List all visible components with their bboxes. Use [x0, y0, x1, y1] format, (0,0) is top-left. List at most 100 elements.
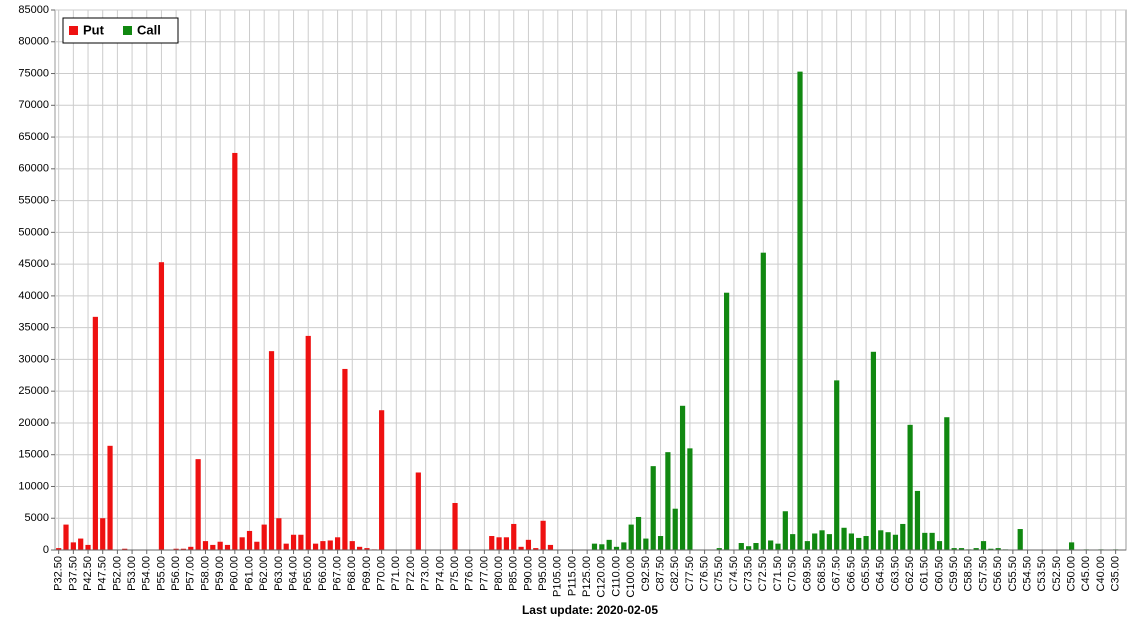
- x-tick-label: C72.50: [757, 556, 769, 591]
- x-tick-label: P64.00: [287, 556, 299, 591]
- bar: [342, 368, 348, 550]
- plot-area: [54, 9, 1127, 551]
- x-tick-label: P73.00: [420, 556, 432, 591]
- x-tick-label: C100.00: [625, 556, 637, 598]
- x-tick-label: C74.50: [728, 556, 740, 591]
- x-tick-label: P67.00: [331, 556, 343, 591]
- x-tick-label: P85.00: [508, 556, 520, 591]
- x-tick-label: P69.00: [361, 556, 373, 591]
- bar: [70, 542, 76, 550]
- y-tick-label: 25000: [18, 385, 49, 397]
- bar: [936, 541, 943, 550]
- x-tick-label: P32.50: [53, 556, 65, 591]
- x-tick-label: C77.50: [684, 556, 696, 591]
- bar: [724, 292, 730, 550]
- x-tick-label: C57.50: [977, 556, 989, 591]
- bar: [92, 316, 98, 550]
- x-tick-label: C66.50: [845, 556, 857, 591]
- x-tick-label: C71.50: [772, 556, 784, 591]
- bar: [922, 532, 928, 550]
- bar: [746, 546, 752, 550]
- x-tick-label: P125.00: [581, 556, 593, 597]
- legend-swatch: [123, 26, 132, 35]
- bar: [305, 335, 311, 550]
- x-tick-label: C92.50: [640, 556, 652, 591]
- bar: [100, 518, 106, 550]
- bar: [914, 490, 921, 550]
- bar: [657, 536, 664, 550]
- x-tick-label: P68.00: [346, 556, 358, 591]
- bar: [1017, 529, 1023, 550]
- x-tick-label: C67.50: [831, 556, 843, 591]
- bar: [290, 534, 297, 550]
- x-tick-label: P77.00: [478, 556, 490, 591]
- bar: [173, 548, 179, 550]
- bar: [980, 541, 987, 550]
- bar: [856, 537, 862, 550]
- bar: [797, 71, 803, 550]
- bar: [958, 548, 965, 550]
- x-tick-label: P52.00: [111, 556, 123, 591]
- bar: [503, 537, 510, 550]
- bar: [826, 534, 832, 550]
- x-tick-label: C70.50: [787, 556, 799, 591]
- bar: [415, 472, 421, 550]
- bar: [298, 534, 304, 550]
- bar: [863, 536, 869, 550]
- x-tick-label: P59.00: [214, 556, 226, 591]
- bar: [599, 544, 605, 550]
- legend-swatch: [69, 26, 78, 35]
- x-tick-label: C59.50: [948, 556, 960, 591]
- bar: [885, 532, 891, 550]
- x-tick-label: P90.00: [522, 556, 534, 591]
- bar: [268, 351, 275, 550]
- y-tick-label: 80000: [18, 36, 49, 48]
- bar: [768, 540, 774, 550]
- legend-label: Put: [83, 22, 105, 37]
- x-tick-label: P76.00: [464, 556, 476, 591]
- x-tick-label: C62.50: [904, 556, 916, 591]
- x-tick-label: P65.00: [302, 556, 314, 591]
- x-tick-label: C68.50: [816, 556, 828, 591]
- x-tick-label: P54.00: [141, 556, 153, 591]
- bar: [210, 544, 216, 550]
- bar: [665, 452, 671, 550]
- bar: [525, 539, 532, 550]
- bar: [613, 546, 620, 550]
- x-tick-label: P37.50: [67, 556, 79, 591]
- bar: [848, 533, 854, 550]
- bar: [643, 538, 649, 550]
- bar: [819, 530, 825, 550]
- bar: [496, 537, 502, 550]
- x-tick-label: C35.00: [1110, 556, 1122, 591]
- bar: [158, 262, 165, 550]
- bar: [775, 543, 781, 550]
- bar: [452, 502, 458, 550]
- x-tick-label: C64.50: [875, 556, 887, 591]
- y-tick-label: 50000: [18, 226, 49, 238]
- bar: [246, 530, 253, 550]
- y-tick-label: 0: [43, 544, 49, 556]
- bar: [122, 548, 128, 550]
- x-tick-label: P66.00: [317, 556, 329, 591]
- bar: [540, 520, 546, 550]
- bar: [738, 543, 744, 550]
- bar: [85, 544, 91, 550]
- bar: [606, 539, 612, 550]
- x-tick-label: C58.50: [963, 556, 975, 591]
- y-tick-label: 85000: [18, 4, 49, 16]
- bar: [312, 543, 319, 550]
- bar: [195, 459, 201, 550]
- bar: [547, 544, 554, 550]
- x-tick-label: P72.00: [405, 556, 417, 591]
- y-tick-label: 55000: [18, 194, 49, 206]
- bar: [790, 534, 796, 550]
- bar: [907, 424, 913, 550]
- x-tick-label: P57.00: [185, 556, 197, 591]
- y-tick-label: 10000: [18, 480, 49, 492]
- legend-label: Call: [137, 22, 161, 37]
- x-tick-label: P115.00: [566, 556, 578, 596]
- bar: [357, 546, 363, 550]
- bar: [202, 541, 209, 550]
- y-tick-label: 60000: [18, 163, 49, 175]
